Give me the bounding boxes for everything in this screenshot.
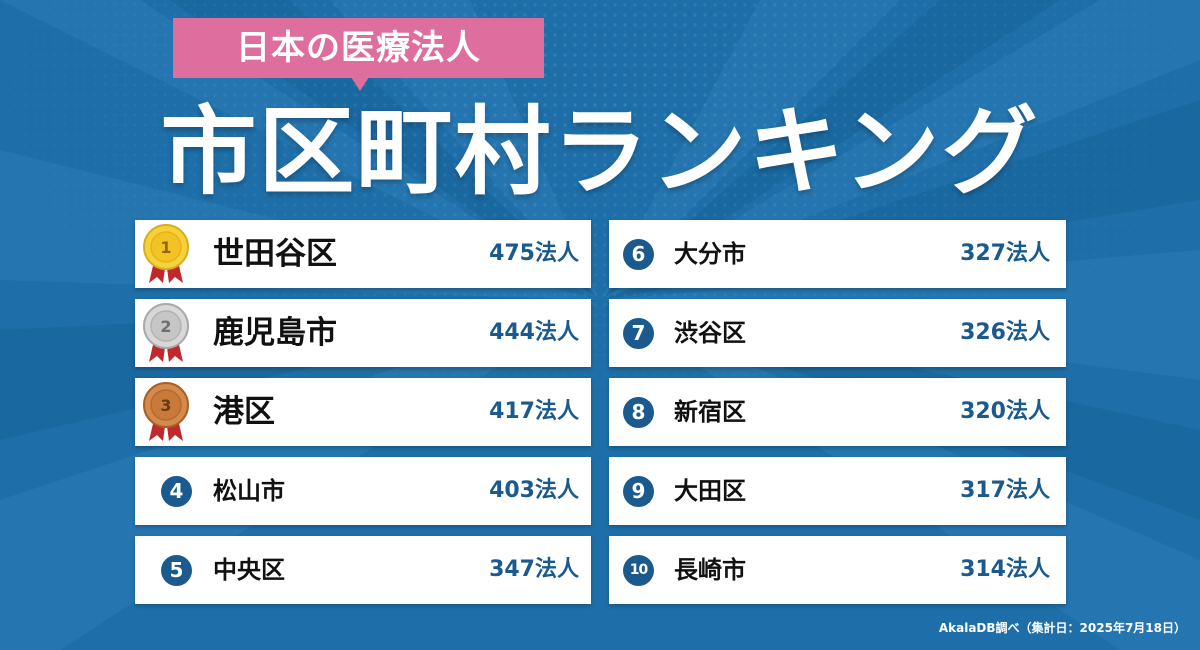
rank-number-badge: 10 — [623, 555, 654, 586]
bronze-medal-icon: 3 — [143, 382, 189, 441]
corporation-count: 327法人 — [960, 241, 1050, 266]
city-name: 港区 — [213, 394, 275, 430]
corporation-count: 444法人 — [489, 320, 579, 345]
rank-number-badge: 8 — [623, 397, 654, 428]
corporation-count: 475法人 — [489, 241, 579, 266]
city-name: 大田区 — [674, 477, 746, 505]
rank-card-6: 6 大分市 327法人 — [609, 220, 1066, 288]
rank-number-badge: 5 — [161, 555, 192, 586]
rank-number-badge: 6 — [623, 239, 654, 270]
city-name: 渋谷区 — [674, 319, 746, 347]
source-note: AkalaDB調べ（集計日：2025年7月18日） — [938, 621, 1186, 635]
corporation-count: 417法人 — [489, 399, 579, 424]
rank-card-3: 3 港区 417法人 — [135, 378, 591, 446]
city-name: 中央区 — [213, 556, 285, 584]
city-name: 世田谷区 — [213, 236, 337, 272]
city-name: 長崎市 — [674, 556, 746, 584]
subtitle-tag: 日本の医療法人 — [173, 18, 544, 91]
city-name: 松山市 — [213, 477, 285, 505]
rank-number-badge: 4 — [161, 476, 192, 507]
rank-card-8: 8 新宿区 320法人 — [609, 378, 1066, 446]
svg-text:1: 1 — [160, 238, 171, 257]
corporation-count: 320法人 — [960, 399, 1050, 424]
rank-number-badge: 9 — [623, 476, 654, 507]
svg-text:3: 3 — [160, 396, 171, 415]
city-name: 大分市 — [674, 240, 746, 268]
rank-card-4: 4 松山市 403法人 — [135, 457, 591, 525]
rank-card-2: 2 鹿児島市 444法人 — [135, 299, 591, 367]
rank-card-1: 1 世田谷区 475法人 — [135, 220, 591, 288]
city-name: 鹿児島市 — [213, 315, 337, 351]
rank-card-10: 10 長崎市 314法人 — [609, 536, 1066, 604]
corporation-count: 403法人 — [489, 478, 579, 503]
svg-text:2: 2 — [160, 317, 171, 336]
rank-card-9: 9 大田区 317法人 — [609, 457, 1066, 525]
rank-number-badge: 7 — [623, 318, 654, 349]
rank-card-7: 7 渋谷区 326法人 — [609, 299, 1066, 367]
gold-medal-icon: 1 — [143, 224, 189, 283]
corporation-count: 347法人 — [489, 557, 579, 582]
rank-card-5: 5 中央区 347法人 — [135, 536, 591, 604]
corporation-count: 326法人 — [960, 320, 1050, 345]
silver-medal-icon: 2 — [143, 303, 189, 362]
corporation-count: 314法人 — [960, 557, 1050, 582]
page-title: 市区町村ランキング — [160, 96, 1040, 208]
city-name: 新宿区 — [674, 398, 746, 426]
corporation-count: 317法人 — [960, 478, 1050, 503]
